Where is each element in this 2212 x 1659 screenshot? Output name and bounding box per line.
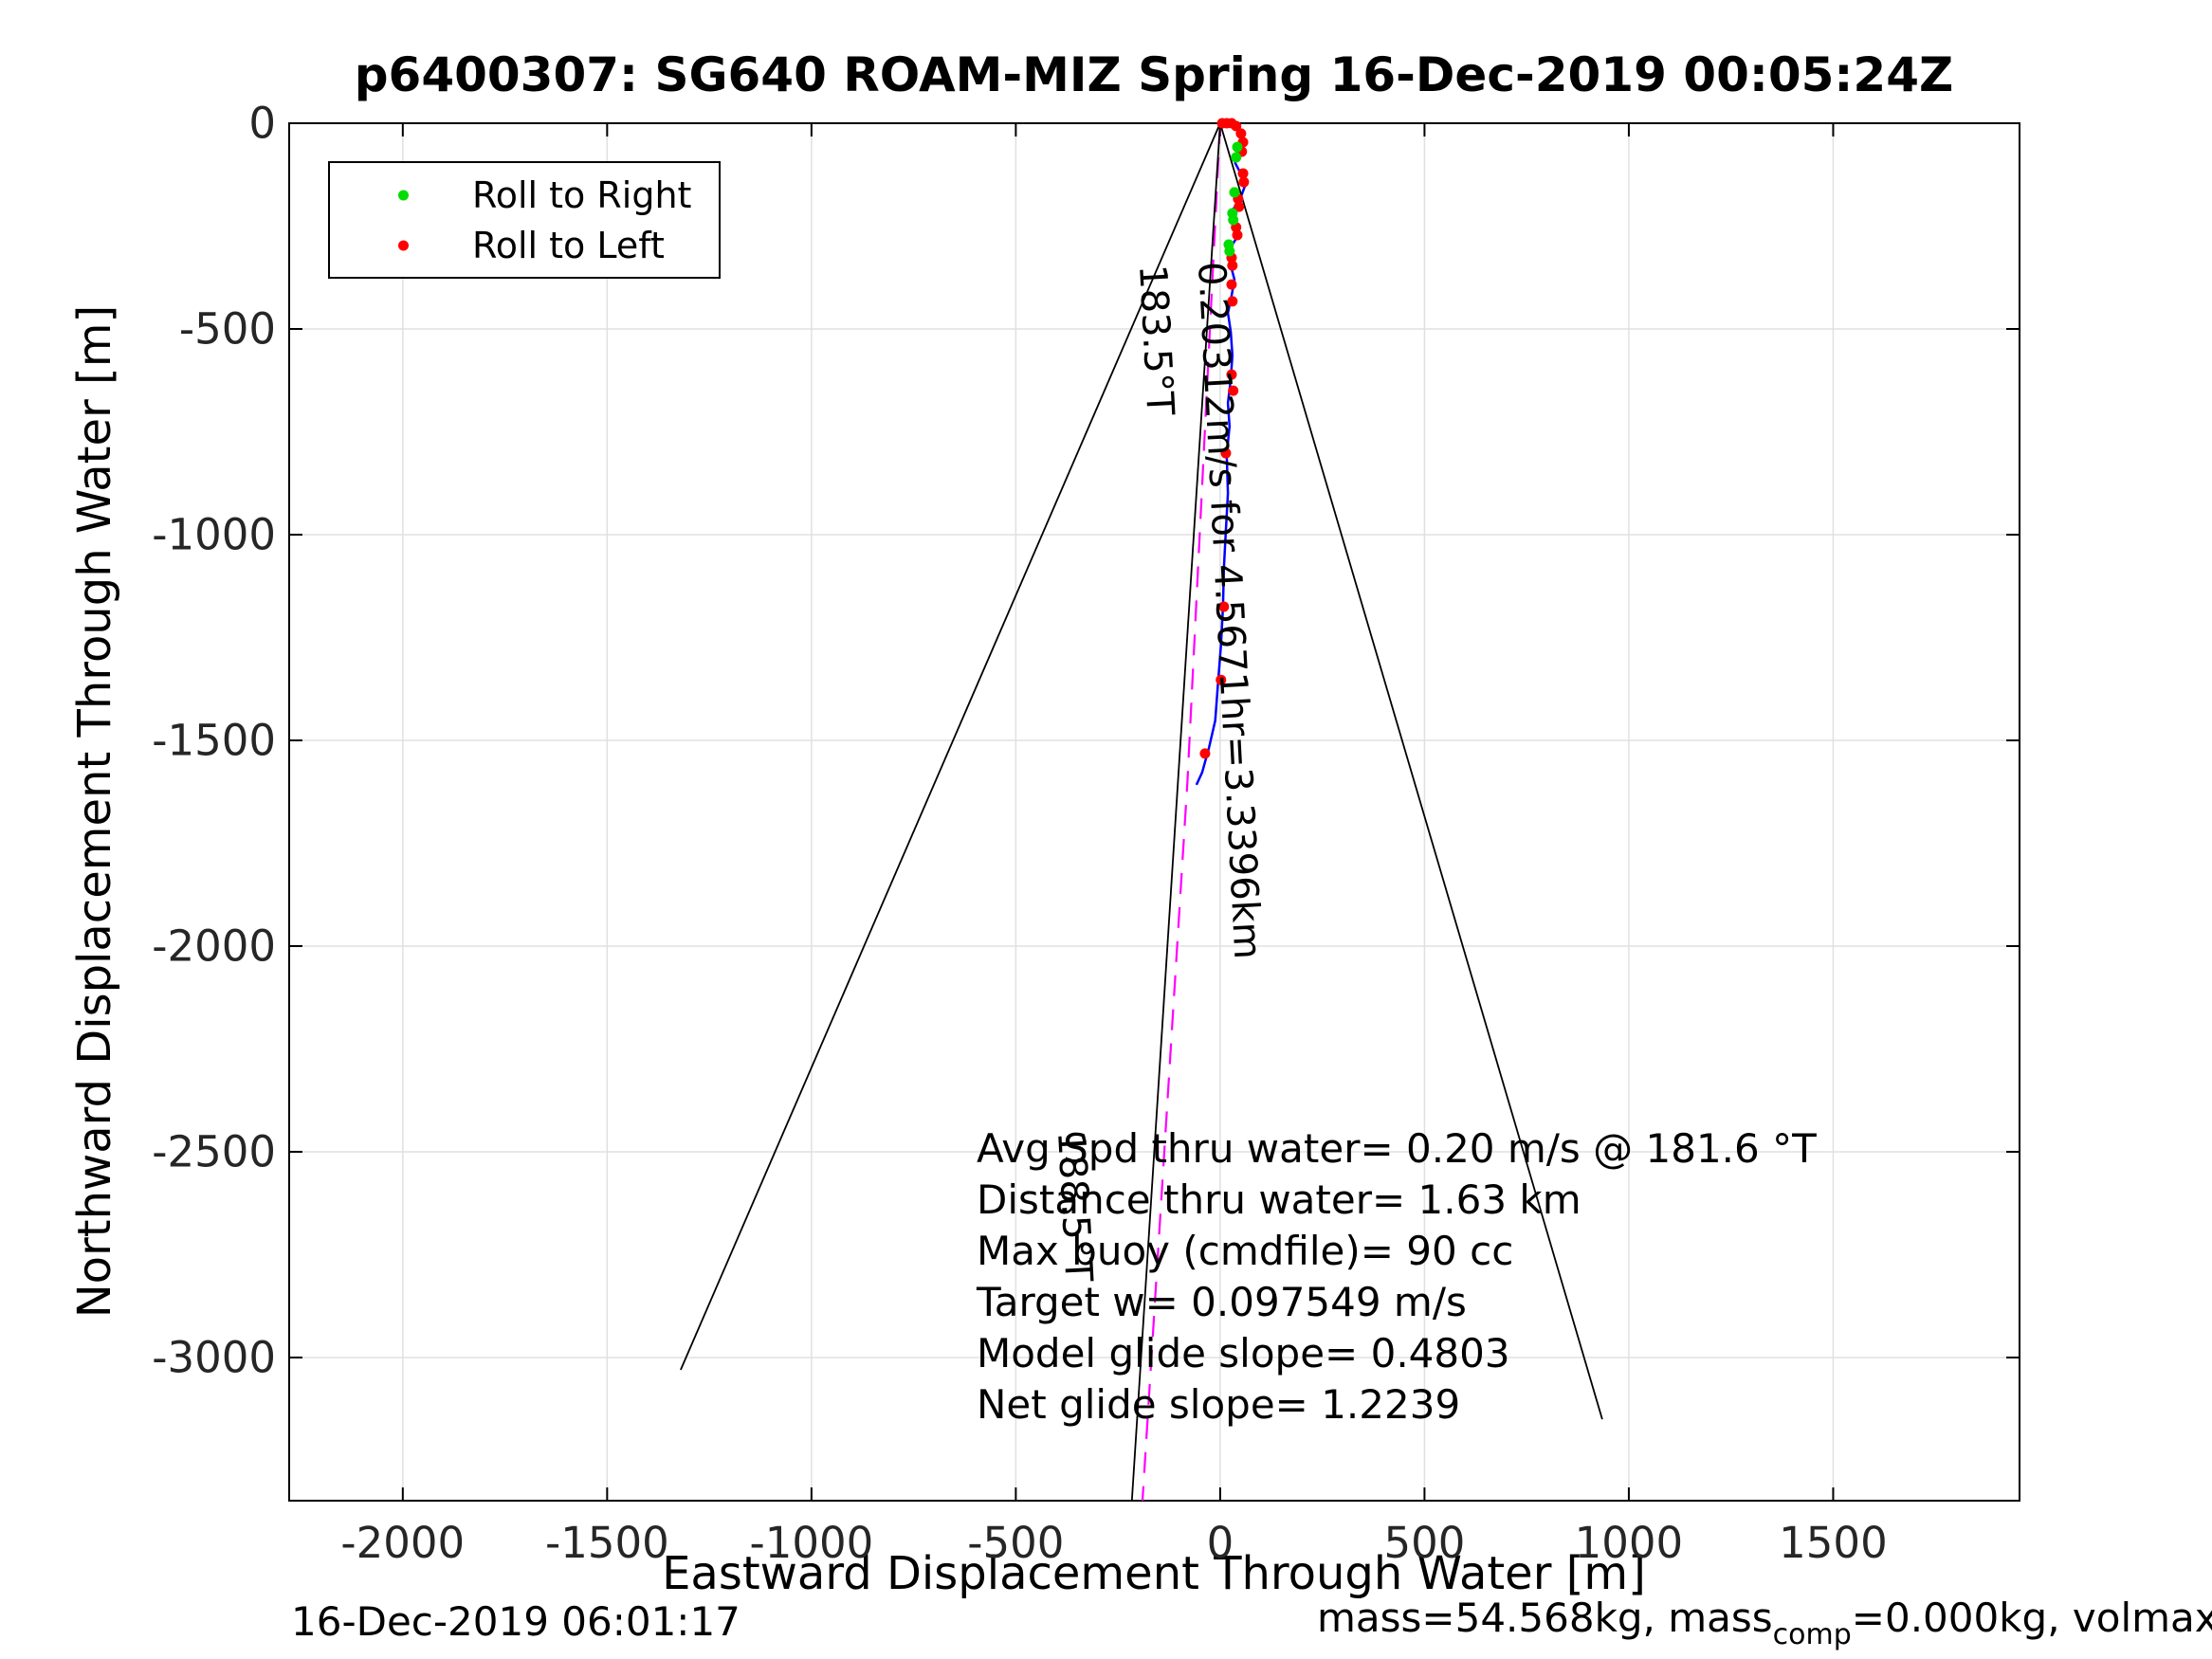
y-tick-label: -500 [178,303,276,355]
roll-to-left-dots [1226,279,1237,290]
climb-heading-label: 188.5°T [1049,1129,1101,1284]
y-tick-label: -2000 [152,921,276,972]
track-extension-line [1130,122,1221,1502]
stats-line: Model glide slope= 0.4803 [977,1330,1510,1377]
legend-item-label: Roll to Left [472,224,665,266]
mass-info-suffix: =0.000kg, volmax [1851,1595,2212,1641]
roll-to-left-dots [1238,176,1250,188]
x-tick-label: -2000 [340,1518,466,1568]
y-axis-label: Northward Displacement Through Water [m] [68,304,121,1319]
axes-box [288,122,2020,1502]
x-tick-label: 1500 [1779,1518,1888,1568]
dead-reckoned-track [1141,122,1221,1502]
y-tick-label: -1000 [152,509,276,560]
roll-to-left-dots [1227,260,1238,271]
roll-to-left-dots [1218,601,1230,612]
stats-line: Distance thru water= 1.63 km [977,1176,1581,1224]
plot-generated-timestamp: 16-Dec-2019 06:01:17 [291,1598,740,1645]
roll-to-left-dots [1237,168,1249,179]
legend-item: Roll to Right [330,170,719,220]
legend-marker-dot-icon [398,240,409,250]
mass-info: mass=54.568kg, masscomp=0.000kg, volmax [1317,1595,2212,1651]
x-tick-label: 0 [1206,1518,1234,1568]
roll-to-left-dots [1232,229,1243,241]
x-tick-label: -1500 [544,1518,669,1568]
dive-stats-block: Avg Spd thru water= 0.20 m/s @ 181.6 °T D… [977,1123,1817,1431]
x-axis-label: Eastward Displacement Through Water [m] [662,1547,1646,1600]
x-tick-label: 500 [1383,1518,1466,1568]
roll-to-right-dots [1229,187,1240,198]
x-tick-label: -500 [967,1518,1065,1568]
roll-to-left-dots [1228,385,1239,396]
roll-to-left-dots [1226,369,1237,380]
cone-left-line [680,122,1221,1371]
roll-to-right-dots [1224,246,1235,257]
roll-to-right-dots [1228,214,1239,226]
stats-line: Max buoy (cmdfile)= 90 cc [977,1228,1514,1275]
y-tick-label: -2500 [152,1126,276,1177]
mass-info-subscript: comp [1772,1618,1852,1651]
stats-line: Target w= 0.097549 m/s [977,1279,1467,1326]
legend: Roll to Right Roll to Left [328,161,721,279]
y-tick-label: -3000 [152,1332,276,1383]
x-tick-label: 1000 [1574,1518,1684,1568]
cone-right-line [1219,122,1603,1420]
mass-info-prefix: mass=54.568kg, mass [1317,1595,1773,1641]
roll-to-left-dots [1234,201,1245,212]
legend-item-label: Roll to Right [472,173,692,216]
roll-to-right-dots [1232,141,1243,153]
plot-title: p6400307: SG640 ROAM-MIZ Spring 16-Dec-2… [354,47,1954,102]
roll-to-right-dots [1231,152,1242,163]
roll-to-left-dots [1231,120,1242,132]
stats-line: Net glide slope= 1.2239 [977,1381,1461,1429]
roll-to-left-dots [1216,674,1227,685]
legend-item: Roll to Left [330,220,719,270]
x-tick-label: -1000 [749,1518,874,1568]
roll-to-left-dots [1227,296,1238,307]
y-tick-label: -1500 [152,715,276,766]
dive-heading-label: 183.5°T [1129,263,1182,417]
roll-to-left-dots [1220,447,1232,459]
y-tick-label: 0 [248,98,276,149]
roll-to-left-dots [1235,128,1247,139]
legend-marker-dot-icon [398,190,409,200]
roll-to-left-dots [1199,748,1211,759]
stats-line: Avg Spd thru water= 0.20 m/s @ 181.6 °T [977,1125,1817,1173]
